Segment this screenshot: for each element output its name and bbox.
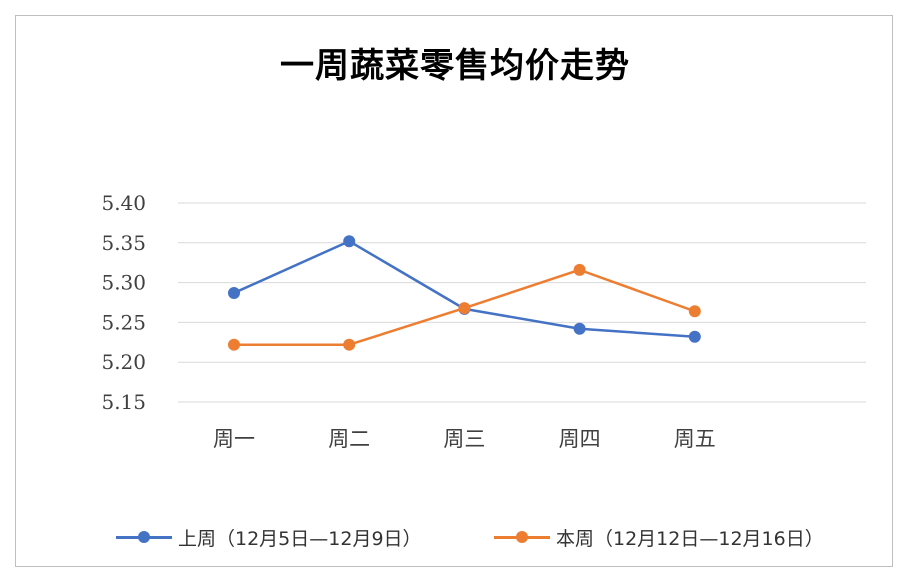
x-tick-label: 周四 xyxy=(559,427,601,451)
legend: 上周（12月5日—12月9日） 本周（12月12日—12月16日） xyxy=(0,522,910,552)
data-point-series-2 xyxy=(688,305,701,318)
data-point-series-2 xyxy=(573,263,586,276)
legend-item-series-1: 上周（12月5日—12月9日） xyxy=(116,522,422,552)
data-point-series-1 xyxy=(688,330,701,343)
data-point-series-2 xyxy=(228,338,240,351)
legend-swatch-series-1 xyxy=(116,527,172,547)
y-tick-label: 5.25 xyxy=(101,310,146,334)
data-point-series-2 xyxy=(458,302,471,315)
legend-swatch-series-2 xyxy=(494,527,550,547)
y-tick-label: 5.30 xyxy=(101,271,146,295)
chart-title: 一周蔬菜零售均价走势 xyxy=(280,46,630,86)
data-point-series-2 xyxy=(343,338,356,351)
y-tick-label: 5.20 xyxy=(101,350,146,374)
y-tick-label: 5.40 xyxy=(101,191,146,215)
data-point-series-1 xyxy=(228,286,240,299)
x-tick-label: 周二 xyxy=(328,427,370,451)
y-tick-label: 5.15 xyxy=(101,390,146,414)
y-tick-label: 5.35 xyxy=(101,231,146,255)
x-tick-label: 周一 xyxy=(213,427,255,451)
chart-area xyxy=(15,15,893,567)
data-point-series-1 xyxy=(573,322,586,335)
x-tick-label: 周三 xyxy=(443,427,485,451)
legend-item-series-2: 本周（12月12日—12月16日） xyxy=(494,522,824,552)
legend-label-series-1: 上周（12月5日—12月9日） xyxy=(178,527,422,550)
x-tick-label: 周五 xyxy=(674,427,716,451)
data-point-series-1 xyxy=(343,235,356,248)
legend-label-series-2: 本周（12月12日—12月16日） xyxy=(556,527,824,550)
